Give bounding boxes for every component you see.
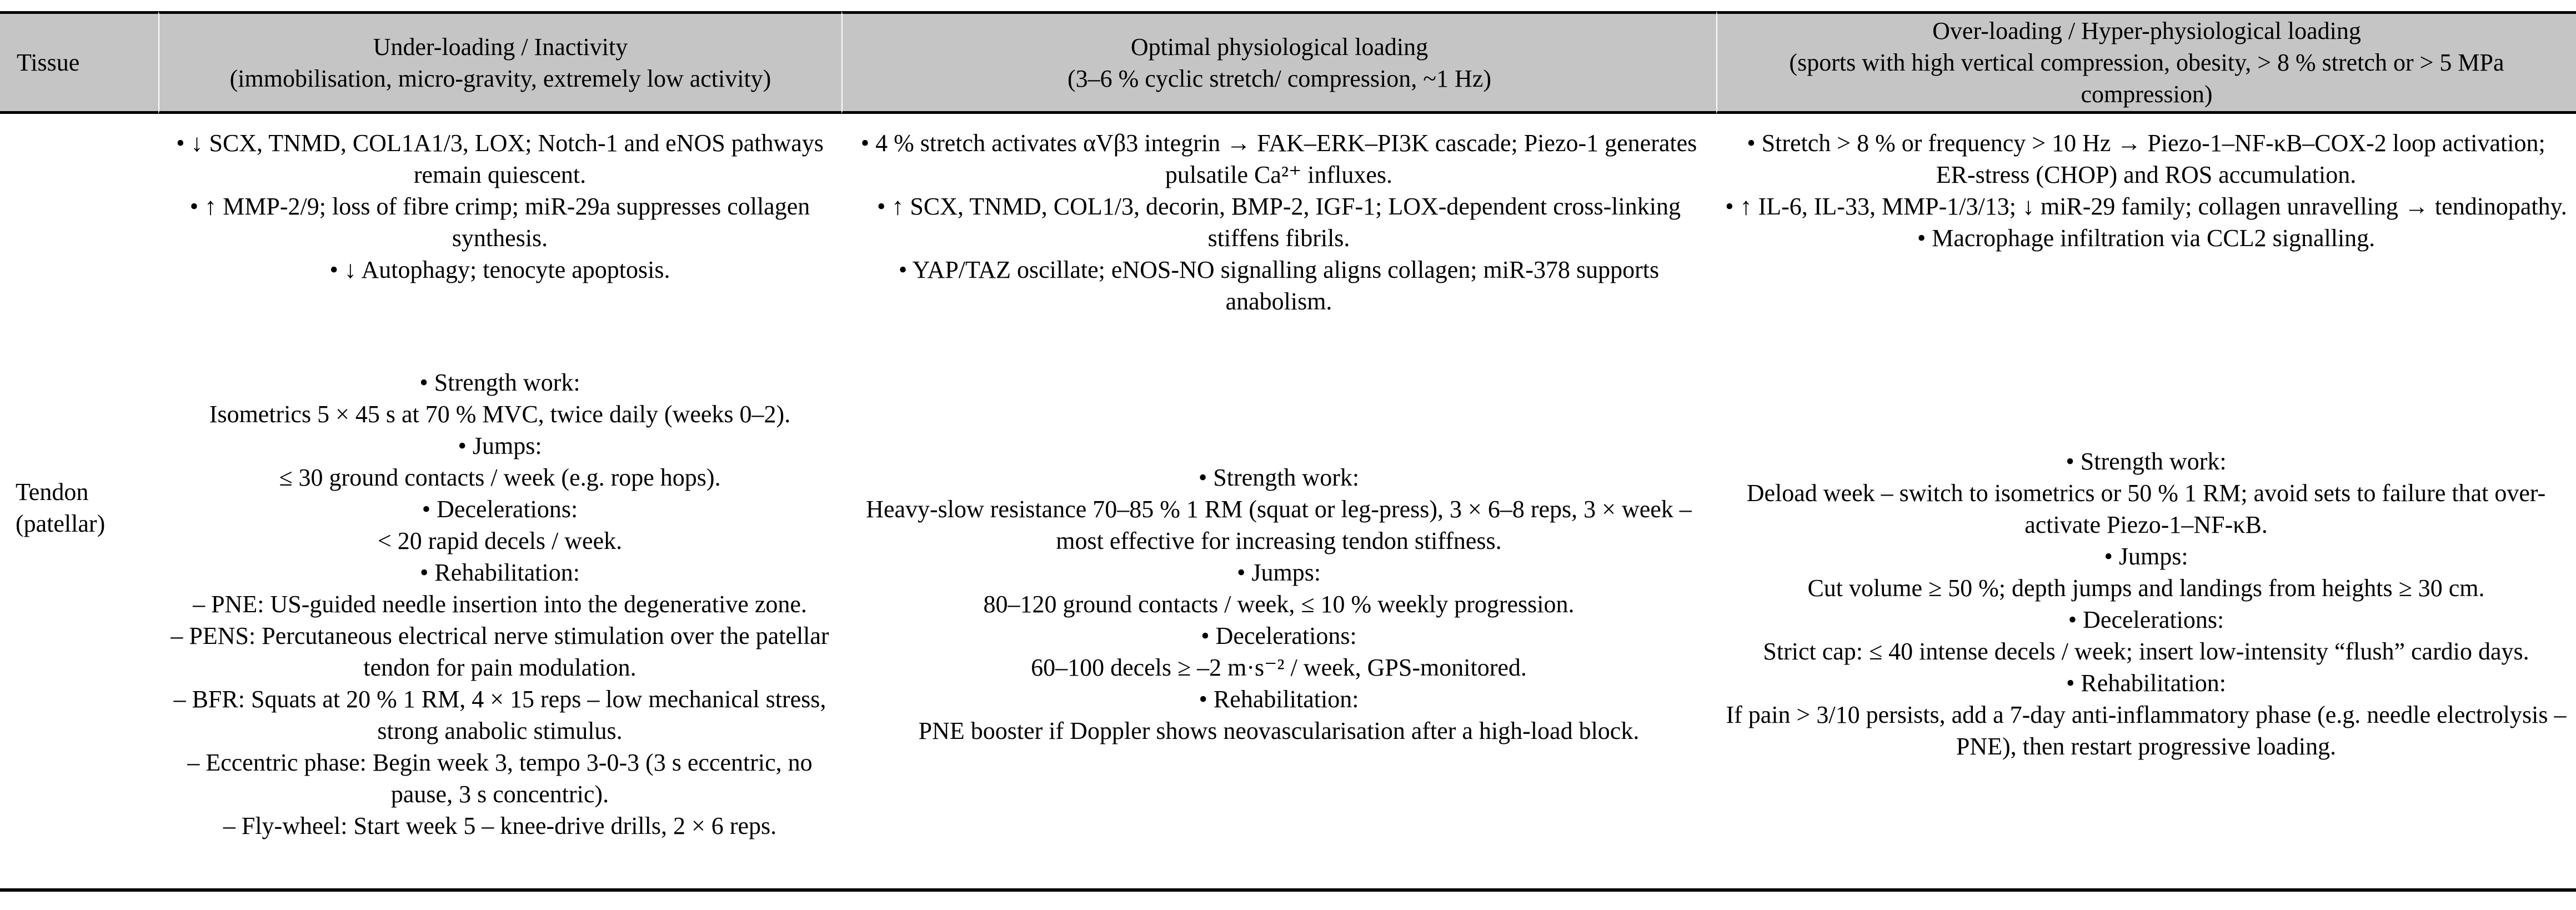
list-item: • Jumps:	[458, 432, 542, 459]
list-item: Deload week – switch to isometrics or 50…	[1746, 479, 2546, 538]
list-item: – PNE: US-guided needle insertion into t…	[193, 590, 807, 618]
list-item: • Rehabilitation:	[420, 558, 580, 586]
cell-over-loading-mechanisms: • Stretch > 8 % or frequency > 10 Hz → P…	[1716, 114, 2576, 319]
list-item: • Strength work:	[419, 368, 580, 396]
list-item: Isometrics 5 × 45 s at 70 % MVC, twice d…	[209, 400, 791, 428]
list-item: • Rehabilitation:	[2066, 669, 2226, 697]
list-item: • Decelerations:	[2068, 606, 2224, 633]
tendon-loading-table: Tissue Under-loading / Inactivity (immob…	[0, 11, 2576, 892]
column-title: Under-loading / Inactivity	[373, 33, 628, 61]
list-item: • ↓ SCX, TNMD, COL1A1/3, LOX; Notch-1 an…	[176, 129, 824, 188]
list-item: PNE booster if Doppler shows neovascular…	[918, 717, 1640, 744]
list-item: • ↑ SCX, TNMD, COL1/3, decorin, BMP-2, I…	[877, 193, 1681, 252]
list-item: Cut volume ≥ 50 %; depth jumps and landi…	[1807, 574, 2485, 602]
cell-over-loading-training: • Strength work: Deload week – switch to…	[1716, 319, 2576, 892]
cell-under-loading-mechanisms: • ↓ SCX, TNMD, COL1A1/3, LOX; Notch-1 an…	[158, 114, 841, 319]
mechanisms-row: Tendon (patellar) • ↓ SCX, TNMD, COL1A1/…	[0, 114, 2576, 892]
list-item: • ↑ MMP-2/9; loss of fibre crimp; miR-29…	[189, 193, 810, 252]
list-item: • YAP/TAZ oscillate; eNOS-NO signalling …	[898, 256, 1660, 315]
list-item: ≤ 30 ground contacts / week (e.g. rope h…	[279, 463, 721, 491]
column-title: Optimal physiological loading	[1130, 33, 1429, 61]
list-item: Strict cap: ≤ 40 intense decels / week; …	[1763, 638, 2529, 665]
list-item: – PENS: Percutaneous electrical nerve st…	[171, 622, 829, 681]
list-item: • Rehabilitation:	[1199, 685, 1359, 713]
list-item: • ↓ Autophagy; tenocyte apoptosis.	[329, 256, 670, 283]
list-item: 80–120 ground contacts / week, ≤ 10 % we…	[983, 590, 1575, 618]
column-subtitle: (immobilisation, micro-gravity, extremel…	[229, 64, 771, 92]
list-item: • ↑ IL-6, IL-33, MMP-1/3/13; ↓ miR-29 fa…	[1725, 193, 2567, 220]
list-item: • Macrophage infiltration via CCL2 signa…	[1917, 224, 2375, 252]
training-row: • Strength work: Isometrics 5 × 45 s at …	[0, 319, 2576, 892]
cell-tissue: Tendon (patellar)	[0, 114, 158, 892]
list-item: 60–100 decels ≥ –2 m·s⁻² / week, GPS-mon…	[1031, 653, 1527, 681]
table-header-row: Tissue Under-loading / Inactivity (immob…	[0, 11, 2576, 114]
list-item: – Eccentric phase: Begin week 3, tempo 3…	[187, 748, 813, 808]
list-item: • Decelerations:	[1201, 622, 1357, 649]
column-title: Over-loading / Hyper-physiological loadi…	[1932, 17, 2361, 44]
list-item: If pain > 3/10 persists, add a 7-day ant…	[1726, 701, 2567, 760]
list-item: • 4 % stretch activates αVβ3 integrin → …	[860, 129, 1697, 188]
column-header-optimal-loading: Optimal physiological loading (3–6 % cyc…	[841, 11, 1716, 114]
column-header-under-loading: Under-loading / Inactivity (immobilisati…	[158, 11, 841, 114]
column-subtitle: (sports with high vertical compression, …	[1789, 49, 2504, 108]
list-item: < 20 rapid decels / week.	[377, 527, 623, 554]
column-header-tissue: Tissue	[0, 11, 158, 114]
column-subtitle: (3–6 % cyclic stretch/ compression, ~1 H…	[1067, 64, 1492, 92]
column-header-over-loading: Over-loading / Hyper-physiological loadi…	[1716, 11, 2576, 114]
list-item: • Decelerations:	[422, 495, 578, 523]
list-item: • Stretch > 8 % or frequency > 10 Hz → P…	[1747, 129, 2545, 188]
list-item: – BFR: Squats at 20 % 1 RM, 4 × 15 reps …	[173, 685, 826, 744]
list-item: • Strength work:	[2066, 448, 2227, 475]
list-item: Heavy-slow resistance 70–85 % 1 RM (squa…	[866, 495, 1692, 554]
list-item: • Strength work:	[1198, 463, 1360, 491]
list-item: • Jumps:	[1236, 558, 1321, 586]
cell-optimal-loading-mechanisms: • 4 % stretch activates αVβ3 integrin → …	[841, 114, 1716, 319]
cell-optimal-loading-training: • Strength work: Heavy-slow resistance 7…	[841, 319, 1716, 892]
list-item: – Fly-wheel: Start week 5 – knee-drive d…	[223, 812, 777, 839]
cell-under-loading-training: • Strength work: Isometrics 5 × 45 s at …	[158, 319, 841, 892]
list-item: • Jumps:	[2104, 543, 2188, 570]
